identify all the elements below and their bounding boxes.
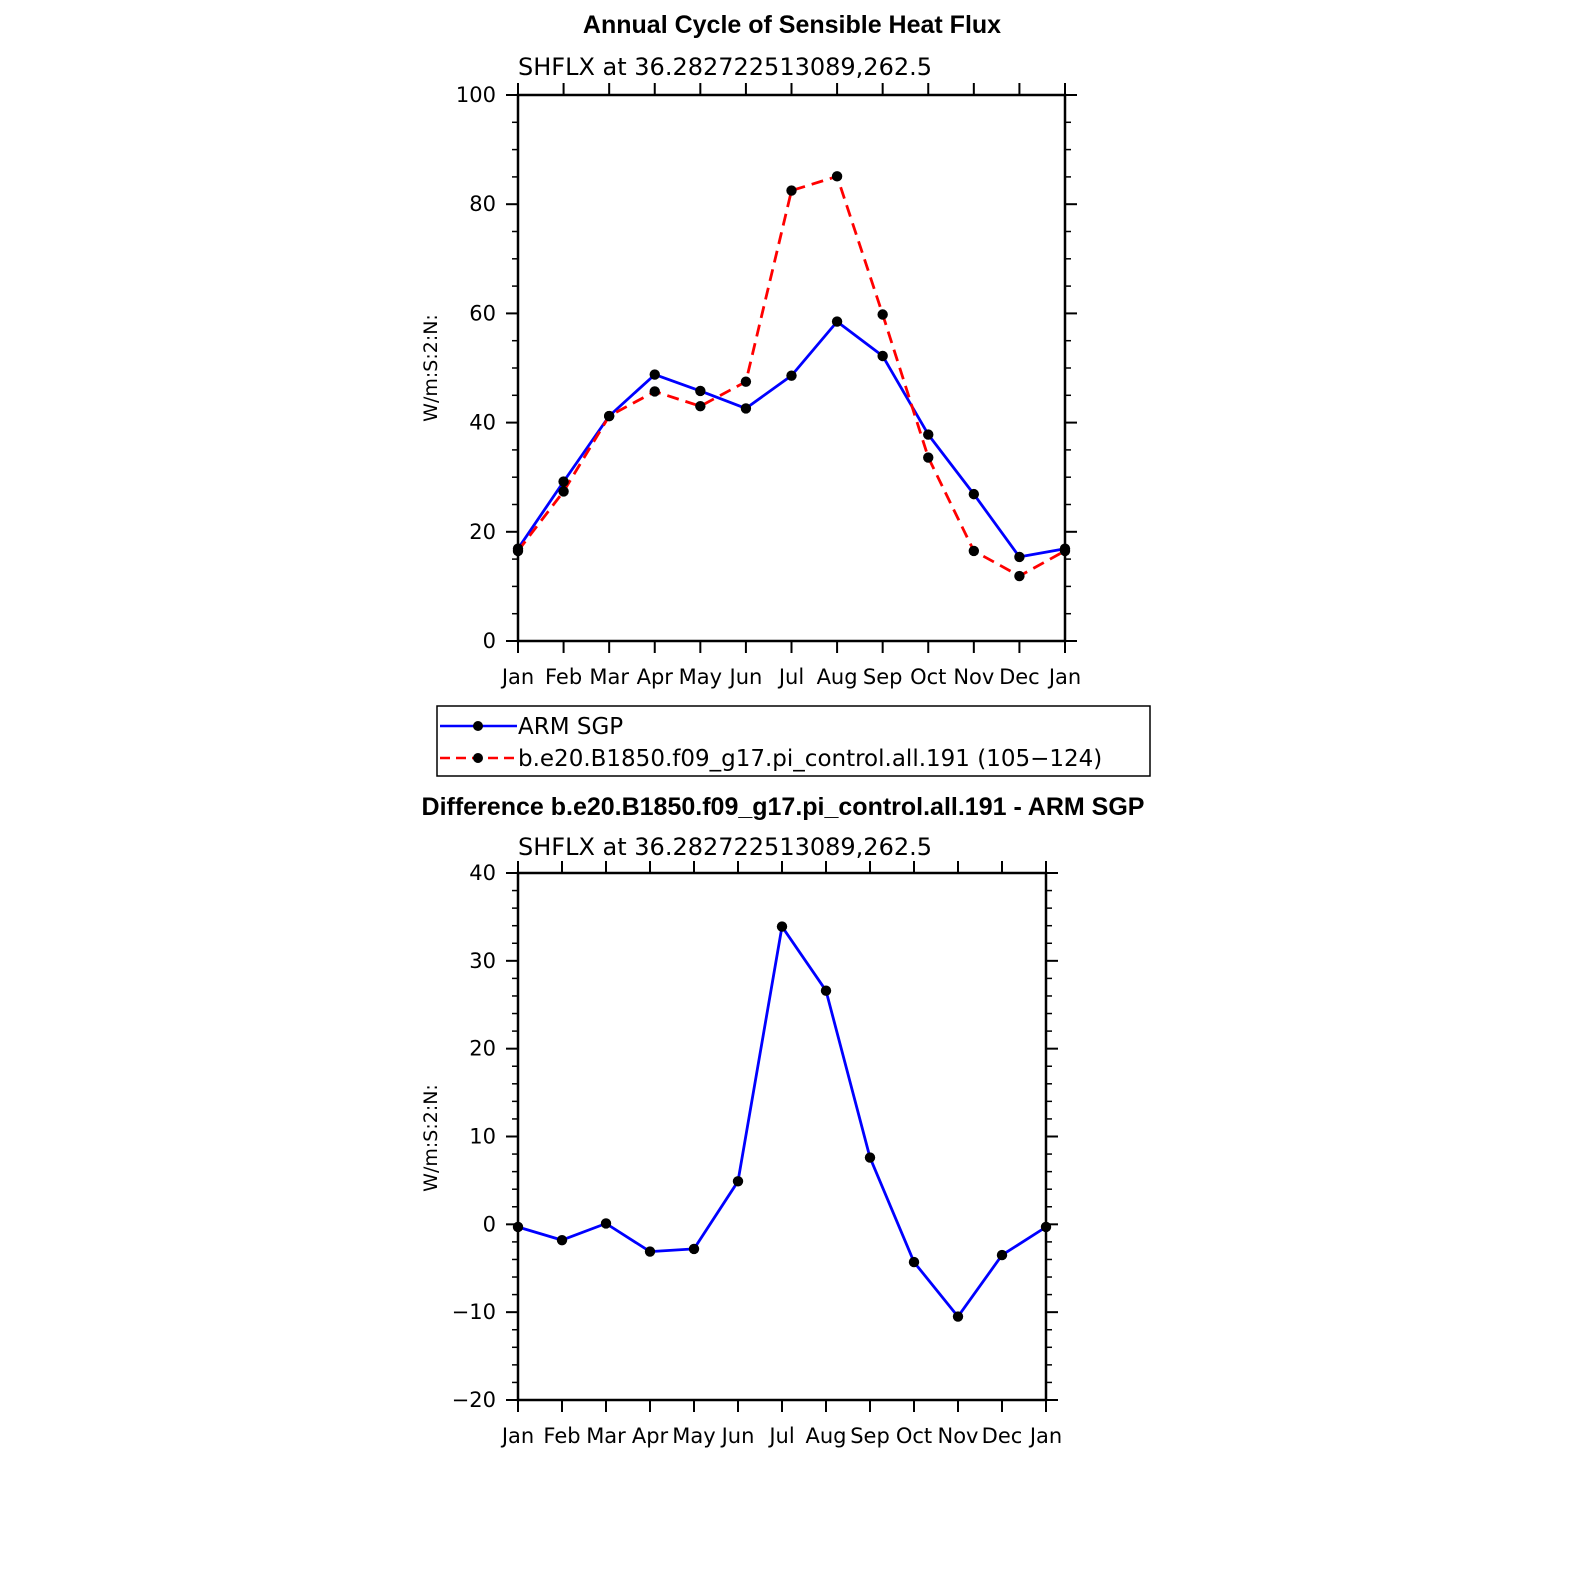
- chart1-series-1-point: [558, 486, 569, 497]
- chart2-series-0-point: [952, 1311, 964, 1322]
- chart2-title: Difference b.e20.B1850.f09_g17.pi_contro…: [422, 793, 1145, 821]
- chart1-xtick-label: Oct: [910, 665, 946, 689]
- chart1-xtick-label: Jan: [1047, 665, 1081, 689]
- chart2-xtick-label: Mar: [586, 1424, 626, 1448]
- chart1-xtick-label: Mar: [589, 665, 629, 689]
- chart2-xtick-label: Sep: [850, 1424, 890, 1448]
- chart2-ytick-label: −10: [452, 1300, 496, 1324]
- chart1-series-1-point: [923, 452, 934, 463]
- chart2-plot-frame: [516, 871, 1048, 1402]
- chart1-series-line-0: [516, 320, 1066, 559]
- chart1-plot-frame: [516, 93, 1067, 643]
- chart1-xtick-label: Nov: [953, 665, 994, 689]
- chart1-ytick-label: 40: [469, 411, 496, 435]
- chart2-series-0-point: [820, 985, 832, 996]
- chart1-series-1-point: [1059, 545, 1071, 557]
- chart2-axes: −20 −10 0 10 20 30 40 Jan Feb Mar Apr May Jun Jul Aug S…: [452, 861, 1062, 1448]
- chart1-xtick-label: May: [679, 665, 722, 689]
- chart2-xtick-label: Jun: [720, 1424, 755, 1448]
- chart1-xtick-label: Dec: [999, 665, 1040, 689]
- legend-marker-model: [473, 753, 483, 763]
- chart1-series-0-point: [786, 370, 797, 381]
- chart2-xtick-label: Oct: [896, 1424, 932, 1448]
- chart1-series-1-point: [740, 376, 752, 387]
- legend-label-arm-sgp: ARM SGP: [518, 714, 623, 740]
- chart1-xtick-label: Jan: [500, 665, 534, 689]
- chart1-series-1-point: [877, 309, 888, 320]
- chart1-series: [512, 171, 1071, 582]
- chart1-series-1-point: [831, 171, 843, 182]
- chart1-ytick-label: 100: [456, 83, 496, 107]
- chart2-series-0-point: [688, 1243, 700, 1255]
- chart1-series-1-point: [603, 410, 615, 422]
- chart2-xtick-label: Jul: [767, 1424, 794, 1448]
- chart1-series-1-point: [512, 545, 524, 557]
- chart2-series: [512, 921, 1052, 1322]
- chart2-xtick-label: Jan: [1028, 1424, 1062, 1448]
- chart2-xtick-label: Feb: [543, 1424, 580, 1448]
- chart2-ytick-label: 30: [469, 949, 496, 973]
- chart2-ytick-label: 40: [469, 861, 496, 885]
- chart2-series-0-point: [512, 1221, 524, 1233]
- legend: ARM SGP b.e20.B1850.f09_g17.pi_control.a…: [436, 705, 1151, 777]
- chart1-xtick-label: Sep: [863, 665, 903, 689]
- chart1-ytick-label: 80: [469, 192, 496, 216]
- chart1-ytick-label: 0: [483, 629, 496, 653]
- chart2-ytick-label: 10: [469, 1125, 496, 1149]
- chart2-ytick-label: 0: [483, 1212, 496, 1236]
- chart2-subtitle: SHFLX at 36.282722513089,262.5: [518, 833, 932, 861]
- chart2-series-0-point: [556, 1234, 568, 1246]
- chart1-series-0-point: [558, 476, 569, 487]
- chart2-xtick-label: Jan: [500, 1424, 534, 1448]
- chart1-series-0-point: [695, 385, 706, 397]
- chart2-series-0-point: [996, 1249, 1008, 1261]
- chart1-series-0-point: [923, 429, 934, 440]
- chart1-xtick-label: Aug: [817, 665, 858, 689]
- chart2-xtick-label: Dec: [982, 1424, 1023, 1448]
- chart2-series-0-point: [864, 1152, 876, 1163]
- chart1-xtick-label: Apr: [637, 665, 674, 689]
- chart1-xtick-label: Jun: [728, 665, 763, 689]
- annual-cycle-chart: Annual Cycle of Sensible Heat Flux SHFLX…: [420, 11, 1081, 689]
- chart1-xtick-label: Jul: [777, 665, 804, 689]
- chart1-xtick-label: Feb: [545, 665, 582, 689]
- chart1-series-1-point: [695, 401, 706, 412]
- chart1-series-0-point: [877, 350, 888, 362]
- chart2-series-0-point: [600, 1218, 612, 1229]
- chart2-xtick-label: Nov: [938, 1424, 979, 1448]
- chart2-xtick-label: Aug: [805, 1424, 846, 1448]
- chart1-ytick-label: 20: [469, 520, 496, 544]
- chart1-axes: 0 20 40 60 80 100 Jan Feb Mar Apr May Jun Jul Aug Sep O…: [456, 83, 1081, 689]
- chart2-xtick-label: Apr: [632, 1424, 669, 1448]
- chart2-ytick-label: 20: [469, 1037, 496, 1061]
- legend-label-model: b.e20.B1850.f09_g17.pi_control.all.191 (…: [518, 746, 1102, 772]
- chart2-series-0-point: [1040, 1221, 1052, 1233]
- chart1-series-1-point: [968, 545, 980, 557]
- chart2-y-axis-label: W/m:S:2:N:: [420, 1084, 442, 1192]
- chart1-title: Annual Cycle of Sensible Heat Flux: [583, 11, 1001, 39]
- chart2-ytick-label: −20: [452, 1388, 496, 1412]
- chart1-series-0-point: [831, 316, 843, 327]
- chart1-series-1-point: [786, 185, 797, 196]
- difference-chart: Difference b.e20.B1850.f09_g17.pi_contro…: [420, 793, 1144, 1448]
- chart1-series-0-point: [968, 488, 980, 500]
- chart2-xtick-label: May: [672, 1424, 715, 1448]
- chart1-ytick-label: 60: [469, 301, 496, 325]
- chart1-series-0-point: [649, 369, 660, 380]
- chart1-y-axis-label: W/m:S:2:N:: [420, 314, 442, 422]
- legend-box: [436, 705, 1151, 777]
- chart2-series-0-point: [776, 921, 788, 932]
- chart1-series-0-point: [740, 403, 752, 414]
- chart1-series-1-point: [1014, 570, 1025, 582]
- chart1-series-1-point: [649, 386, 660, 397]
- chart2-series-0-point: [644, 1246, 656, 1257]
- legend-marker-arm-sgp: [473, 721, 483, 731]
- chart2-series-0-point: [908, 1256, 920, 1268]
- chart2-series-0-point: [732, 1176, 744, 1187]
- chart1-series-0-point: [1014, 551, 1025, 563]
- chart1-subtitle: SHFLX at 36.282722513089,262.5: [518, 53, 932, 81]
- chart2-series-line-0: [517, 925, 1047, 1318]
